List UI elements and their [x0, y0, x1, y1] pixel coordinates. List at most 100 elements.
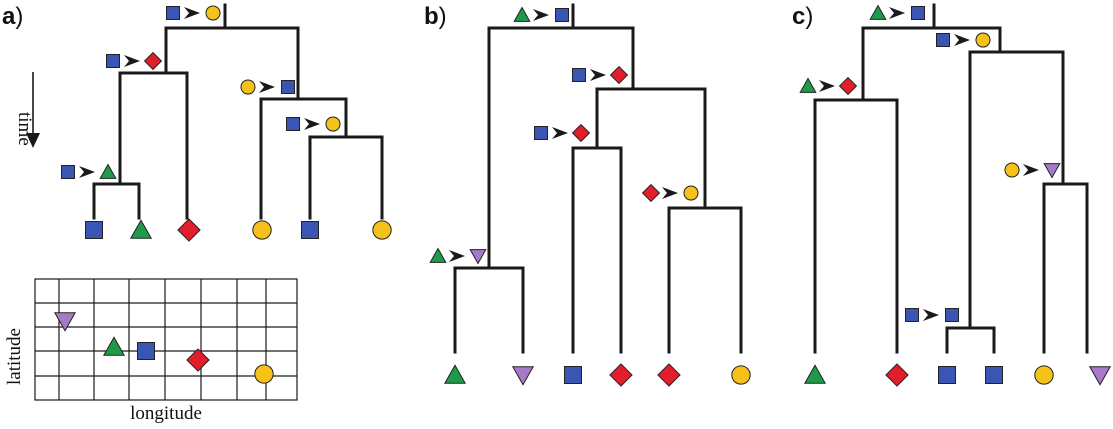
map-diamond-icon: [186, 348, 210, 372]
circle-icon: [975, 32, 991, 48]
triangle-icon: [513, 6, 531, 22]
tip-circle-icon: [252, 220, 272, 240]
tip-diamond-icon: [609, 363, 633, 387]
panel-label-a: a): [2, 3, 23, 30]
diamond-icon: [571, 123, 591, 143]
diamond-icon: [609, 65, 629, 85]
square-icon: [166, 6, 180, 20]
transition-marker: [429, 247, 487, 265]
square-icon: [911, 6, 925, 20]
circle-icon: [240, 79, 256, 95]
circle-icon: [325, 116, 341, 132]
tip-diamond-icon: [885, 363, 909, 387]
transition-marker: [166, 5, 221, 21]
transition-marker: [106, 51, 163, 71]
square-icon: [286, 117, 300, 131]
transition-arrow-icon: [954, 34, 970, 46]
longitude-axis-label: longitude: [130, 403, 202, 424]
tip-circle-icon: [1034, 365, 1054, 385]
triangle-down-icon: [469, 249, 487, 265]
transition-arrow-icon: [819, 80, 835, 92]
transitions-b: [429, 6, 699, 265]
triangle-icon: [429, 247, 447, 263]
tip-square-icon: [985, 366, 1003, 384]
triangle-icon: [869, 4, 887, 20]
map-circle-icon: [254, 364, 274, 384]
circle-icon: [205, 5, 221, 21]
transitions-a: [61, 5, 341, 179]
tip-triangle-icon: [129, 219, 153, 239]
tip-diamond-icon: [177, 218, 201, 242]
square-icon: [572, 68, 586, 82]
map-points: [53, 312, 274, 384]
tip-square-icon: [85, 221, 103, 239]
tip-square-icon: [564, 366, 582, 384]
transition-marker: [240, 79, 295, 95]
tip-square-icon: [301, 221, 319, 239]
square-icon: [106, 54, 120, 68]
transition-arrow-icon: [923, 309, 939, 321]
diamond-icon: [143, 51, 163, 71]
tree-c: [813, 3, 1089, 354]
map-square-icon: [137, 342, 155, 360]
latitude-axis-label: latitude: [4, 328, 25, 385]
triangle-down-icon: [1043, 163, 1061, 179]
square-icon: [555, 8, 569, 22]
transition-arrow-icon: [662, 187, 678, 199]
panel-label-b: b): [424, 3, 447, 30]
transition-arrow-icon: [552, 127, 568, 139]
panel-label-c: c): [792, 3, 813, 30]
transition-marker: [799, 76, 858, 96]
transition-arrow-icon: [533, 9, 549, 21]
square-icon: [281, 80, 295, 94]
transition-arrow-icon: [889, 7, 905, 19]
tree-a: [92, 3, 384, 220]
map-grid: [34, 278, 298, 401]
transition-arrow-icon: [259, 81, 275, 93]
tip-triangle-down-icon: [511, 366, 535, 386]
tip-triangle-down-icon: [1088, 366, 1112, 386]
transition-marker: [869, 4, 925, 20]
time-arrow-icon: [26, 72, 40, 148]
map-triangle-down-icon: [53, 312, 77, 332]
transition-marker: [1004, 162, 1061, 179]
transition-arrow-icon: [590, 69, 606, 81]
transition-marker: [572, 65, 629, 85]
transition-arrow-icon: [79, 166, 95, 178]
square-icon: [945, 308, 959, 322]
transition-marker: [513, 6, 569, 22]
diamond-icon: [838, 76, 858, 96]
triangle-icon: [799, 77, 817, 93]
tip-diamond-icon: [657, 363, 681, 387]
tips-a: [85, 218, 392, 242]
square-icon: [61, 165, 75, 179]
transition-arrow-icon: [304, 118, 320, 130]
square-icon: [905, 308, 919, 322]
transition-marker: [641, 183, 699, 203]
transition-arrow-icon: [124, 55, 140, 67]
transition-marker: [936, 32, 991, 48]
square-icon: [936, 33, 950, 47]
tip-circle-icon: [372, 220, 392, 240]
transition-marker: [905, 308, 959, 322]
transition-arrow-icon: [1023, 164, 1039, 176]
transition-marker: [286, 116, 341, 132]
tip-triangle-icon: [803, 364, 827, 384]
tip-circle-icon: [731, 365, 751, 385]
tips-b: [443, 363, 751, 387]
transition-marker: [534, 123, 591, 143]
circle-icon: [1004, 162, 1020, 178]
transitions-c: [799, 4, 1061, 322]
tips-c: [803, 363, 1112, 387]
tree-b: [453, 3, 743, 354]
tip-square-icon: [938, 366, 956, 384]
map-triangle-icon: [102, 336, 126, 356]
diamond-icon: [641, 183, 661, 203]
circle-icon: [683, 185, 699, 201]
triangle-icon: [99, 163, 117, 179]
tip-triangle-icon: [443, 364, 467, 384]
transition-arrow-icon: [449, 250, 465, 262]
transition-arrow-icon: [184, 7, 200, 19]
transition-marker: [61, 163, 117, 179]
